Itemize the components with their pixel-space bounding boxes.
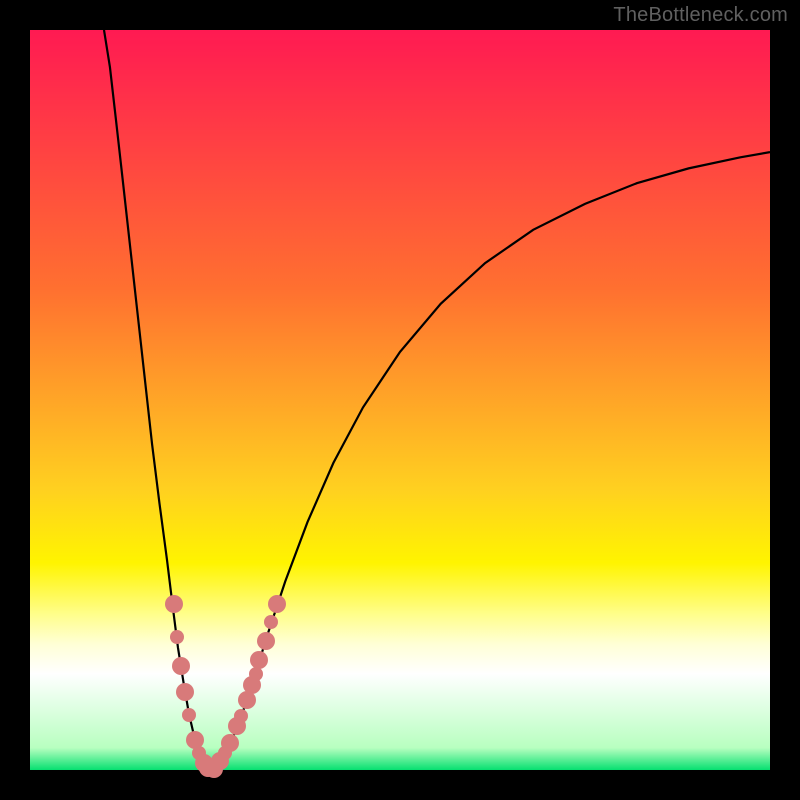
data-marker — [234, 709, 248, 723]
data-marker — [172, 657, 190, 675]
data-marker — [221, 734, 239, 752]
data-marker — [182, 708, 196, 722]
data-marker — [264, 615, 278, 629]
data-marker — [250, 651, 268, 669]
data-marker — [257, 632, 275, 650]
plot-area — [30, 30, 770, 770]
data-markers-layer — [30, 30, 770, 770]
data-marker — [176, 683, 194, 701]
data-marker — [170, 630, 184, 644]
data-marker — [165, 595, 183, 613]
watermark-text: TheBottleneck.com — [613, 4, 788, 27]
chart-container: TheBottleneck.com — [0, 0, 800, 800]
data-marker — [268, 595, 286, 613]
